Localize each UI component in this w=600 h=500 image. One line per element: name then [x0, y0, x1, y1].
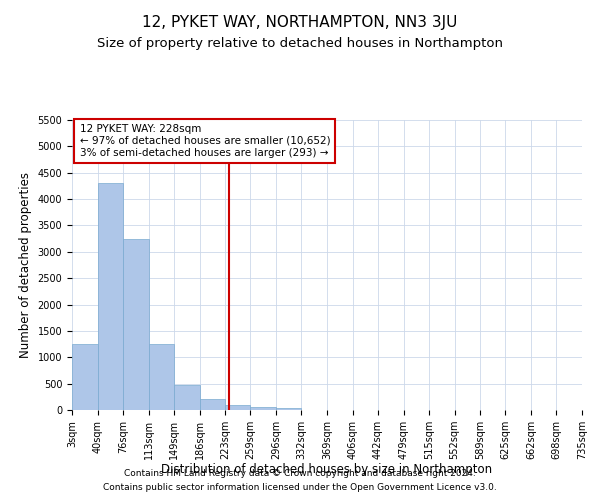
Bar: [149, 344, 174, 410]
Bar: [72, 344, 98, 410]
Y-axis label: Number of detached properties: Number of detached properties: [19, 172, 32, 358]
Bar: [199, 400, 225, 410]
Text: Size of property relative to detached houses in Northampton: Size of property relative to detached ho…: [97, 38, 503, 51]
X-axis label: Distribution of detached houses by size in Northampton: Distribution of detached houses by size …: [161, 464, 493, 476]
Text: Contains HM Land Registry data © Crown copyright and database right 2024.: Contains HM Land Registry data © Crown c…: [124, 468, 476, 477]
Bar: [98, 184, 123, 410]
Bar: [276, 408, 301, 410]
Text: Contains public sector information licensed under the Open Government Licence v3: Contains public sector information licen…: [103, 484, 497, 492]
Bar: [174, 384, 199, 410]
Bar: [225, 406, 250, 410]
Text: 12, PYKET WAY, NORTHAMPTON, NN3 3JU: 12, PYKET WAY, NORTHAMPTON, NN3 3JU: [142, 15, 458, 30]
Bar: [250, 408, 276, 410]
Bar: [123, 238, 149, 410]
Text: 12 PYKET WAY: 228sqm
← 97% of detached houses are smaller (10,652)
3% of semi-de: 12 PYKET WAY: 228sqm ← 97% of detached h…: [80, 124, 330, 158]
